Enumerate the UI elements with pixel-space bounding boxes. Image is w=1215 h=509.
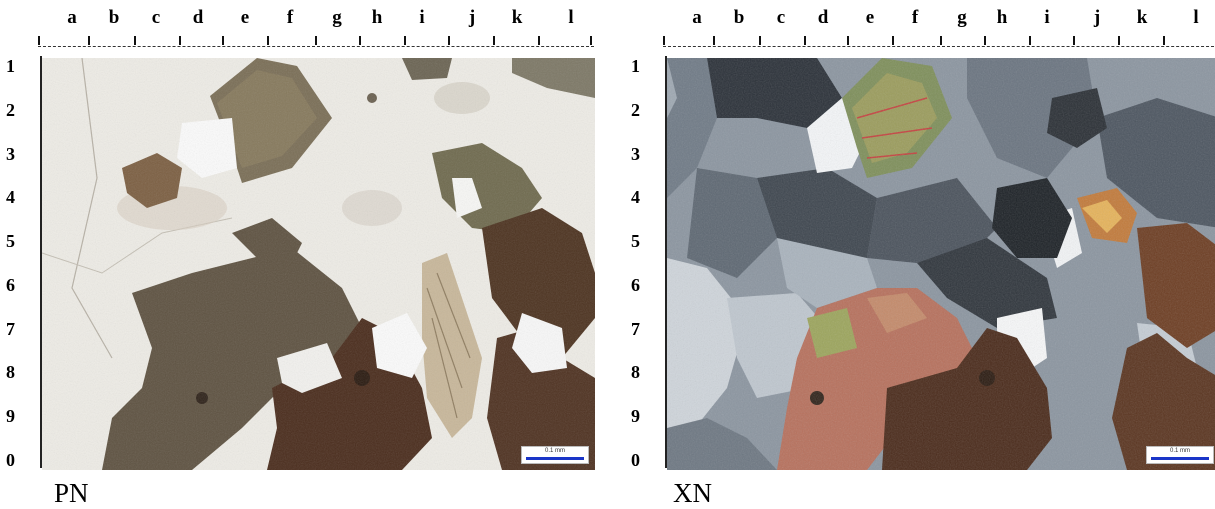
ruler-tick — [940, 36, 942, 45]
cross-polarized-panel: a b c d e f g h i j k l 1 2 3 4 5 6 7 8 — [625, 0, 1215, 509]
ruler-line — [663, 46, 1215, 47]
plane-polarized-panel: a b c d e f g h i j k l 1 2 3 4 5 6 7 8 — [0, 0, 595, 509]
ruler-tick — [179, 36, 181, 45]
micrograph-cross-polarized: 0.1 mm — [667, 58, 1215, 470]
left-axis — [659, 56, 667, 468]
column-label: b — [733, 7, 745, 28]
column-labels: a b c d e f g h i j k l — [38, 6, 594, 30]
row-label: 6 — [631, 275, 640, 295]
ruler-tick — [1163, 36, 1165, 45]
row-label: 8 — [631, 362, 640, 382]
row-label: 7 — [631, 319, 640, 339]
ruler-line — [38, 46, 594, 47]
column-label: l — [568, 7, 574, 28]
ruler-tick — [493, 36, 495, 45]
column-labels: a b c d e f g h i j k l — [663, 6, 1215, 30]
column-label: d — [817, 7, 829, 28]
scale-bar-line — [1151, 457, 1209, 460]
column-label: f — [286, 7, 294, 28]
ruler-tick — [804, 36, 806, 45]
row-label: 4 — [631, 187, 640, 207]
ruler-tick — [713, 36, 715, 45]
ruler-tick — [590, 36, 592, 45]
column-label: j — [1093, 7, 1101, 28]
ruler-tick — [984, 36, 986, 45]
scale-bar-line — [526, 457, 584, 460]
row-label: 6 — [6, 275, 15, 295]
column-label: h — [996, 7, 1008, 28]
row-label: 2 — [6, 100, 15, 120]
left-axis — [34, 56, 42, 468]
scale-bar-label: 0.1 mm — [544, 448, 565, 454]
column-label: c — [151, 7, 161, 28]
ruler-tick — [404, 36, 406, 45]
ruler-tick — [359, 36, 361, 45]
ruler-tick — [88, 36, 90, 45]
ruler-tick — [1029, 36, 1031, 45]
scale-bar-label: 0.1 mm — [1169, 448, 1190, 454]
ruler-tick — [134, 36, 136, 45]
ruler-tick — [448, 36, 450, 45]
scale-bar: 0.1 mm — [521, 446, 589, 464]
column-label: g — [332, 7, 342, 28]
column-label: c — [776, 7, 786, 28]
column-label: a — [692, 7, 702, 28]
column-label: h — [371, 7, 383, 28]
row-label: 9 — [631, 406, 640, 426]
column-label: b — [108, 7, 120, 28]
ruler-tick — [1073, 36, 1075, 45]
row-label: 8 — [6, 362, 15, 382]
top-ruler — [38, 34, 594, 52]
column-label: j — [468, 7, 476, 28]
ruler-tick — [538, 36, 540, 45]
micrograph-plane-polarized: 0.1 mm — [42, 58, 595, 470]
column-label: f — [911, 7, 919, 28]
ruler-tick — [847, 36, 849, 45]
column-label: e — [240, 7, 250, 28]
column-label: l — [1193, 7, 1199, 28]
scale-bar: 0.1 mm — [1146, 446, 1214, 464]
row-label: 5 — [6, 231, 15, 251]
ruler-tick — [267, 36, 269, 45]
row-label: 4 — [6, 187, 15, 207]
panel-caption: PN — [54, 478, 89, 508]
ruler-tick — [663, 36, 665, 45]
row-label: 3 — [6, 144, 15, 164]
ruler-tick — [1118, 36, 1120, 45]
column-label: k — [511, 7, 523, 28]
column-label: d — [192, 7, 204, 28]
row-label: 5 — [631, 231, 640, 251]
column-label: k — [1136, 7, 1148, 28]
top-ruler — [663, 34, 1215, 52]
row-label: 7 — [6, 319, 15, 339]
column-label: a — [67, 7, 77, 28]
ruler-tick — [759, 36, 761, 45]
row-label: 9 — [6, 406, 15, 426]
column-label: i — [1044, 7, 1050, 28]
ruler-tick — [222, 36, 224, 45]
row-label: 0 — [6, 450, 15, 470]
panel-caption: XN — [673, 478, 712, 508]
row-label: 2 — [631, 100, 640, 120]
ruler-tick — [315, 36, 317, 45]
row-label: 0 — [631, 450, 640, 470]
row-label: 1 — [6, 56, 15, 76]
row-labels: 1 2 3 4 5 6 7 8 9 0 — [0, 56, 30, 470]
column-label: g — [957, 7, 967, 28]
row-label: 1 — [631, 56, 640, 76]
row-labels: 1 2 3 4 5 6 7 8 9 0 — [625, 56, 655, 470]
ruler-tick — [892, 36, 894, 45]
ruler-tick — [38, 36, 40, 45]
column-label: i — [419, 7, 425, 28]
row-label: 3 — [631, 144, 640, 164]
column-label: e — [865, 7, 875, 28]
